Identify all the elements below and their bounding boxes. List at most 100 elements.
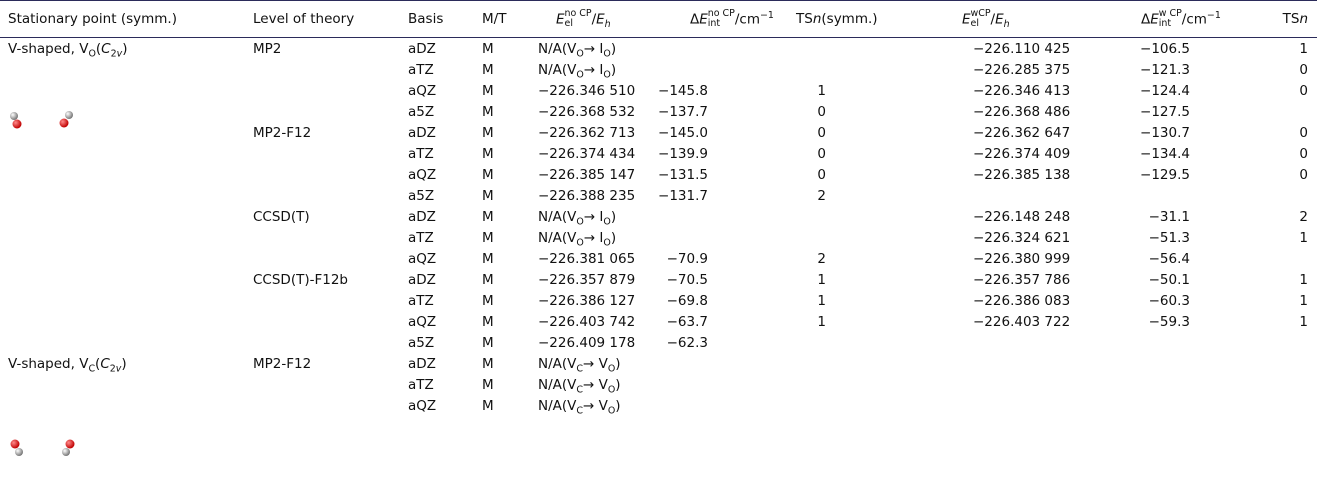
- table-cell: −51.3: [1095, 227, 1225, 248]
- table-cell: [0, 248, 253, 269]
- table-cell: M: [482, 374, 538, 395]
- table-cell: [790, 38, 960, 60]
- table-row: aTZM−226.386 127−69.81−226.386 083−60.31: [0, 290, 1317, 311]
- table-cell: M: [482, 248, 538, 269]
- table-cell: M: [482, 101, 538, 122]
- table-row: a5ZM−226.388 235−131.72: [0, 185, 1317, 206]
- subscript: O: [603, 216, 610, 227]
- table-cell: [1095, 332, 1225, 353]
- table-cell: V-shaped, VC(C2v): [0, 353, 253, 374]
- text-part: → V: [583, 398, 608, 414]
- table-cell: [650, 38, 790, 60]
- table-cell: −226.386 127: [538, 290, 650, 311]
- table-cell: −226.346 510: [538, 80, 650, 101]
- text-part: ): [615, 398, 620, 414]
- table-cell: N/A(VO→ IO): [538, 206, 650, 227]
- table-cell: [0, 164, 253, 185]
- table-cell: a5Z: [408, 185, 482, 206]
- data-table: Stationary point (symm.) Level of theory…: [0, 0, 1317, 416]
- header-cell: ΔEno CPint/cm−1: [650, 1, 790, 38]
- table-cell: [0, 395, 253, 416]
- table-cell: [0, 269, 253, 290]
- text-part: ): [615, 356, 620, 372]
- table-cell: 1: [790, 311, 960, 332]
- table-cell: [0, 143, 253, 164]
- table-cell: M: [482, 122, 538, 143]
- table-cell: [650, 59, 790, 80]
- table-cell: [960, 353, 1095, 374]
- table-cell: −226.324 621: [960, 227, 1095, 248]
- table-cell: N/A(VC→ VO): [538, 395, 650, 416]
- table-cell: M: [482, 143, 538, 164]
- table-row: aQZM−226.381 065−70.92−226.380 999−56.4: [0, 248, 1317, 269]
- table-cell: [0, 290, 253, 311]
- table-row: aQZM−226.385 147−131.50−226.385 138−129.…: [0, 164, 1317, 185]
- text-part: → I: [584, 62, 604, 78]
- table-cell: −124.4: [1095, 80, 1225, 101]
- table-cell: [790, 59, 960, 80]
- table-cell: −62.3: [650, 332, 790, 353]
- table-cell: [1095, 395, 1225, 416]
- table-cell: −127.5: [1095, 101, 1225, 122]
- table-cell: −226.385 138: [960, 164, 1095, 185]
- sub: int: [1159, 19, 1182, 29]
- table-cell: [253, 143, 408, 164]
- table-cell: [960, 185, 1095, 206]
- table-cell: −226.403 742: [538, 311, 650, 332]
- table-cell: M: [482, 353, 538, 374]
- table-cell: [790, 332, 960, 353]
- table-cell: M: [482, 38, 538, 60]
- table-cell: 2: [1225, 206, 1317, 227]
- table-cell: aTZ: [408, 59, 482, 80]
- table-cell: [253, 311, 408, 332]
- table-cell: [253, 290, 408, 311]
- table-cell: [1225, 185, 1317, 206]
- table-cell: N/A(VO→ IO): [538, 38, 650, 60]
- sub: int: [708, 19, 735, 29]
- table-header: Stationary point (symm.) Level of theory…: [0, 1, 1317, 38]
- var: n: [1299, 11, 1308, 27]
- sub: el: [971, 19, 991, 29]
- table-cell: N/A(VO→ IO): [538, 227, 650, 248]
- table-cell: 2: [790, 248, 960, 269]
- table-cell: aDZ: [408, 122, 482, 143]
- table-cell: aTZ: [408, 290, 482, 311]
- table-cell: −70.9: [650, 248, 790, 269]
- text-part: N/A(V: [538, 356, 576, 372]
- table-cell: aQZ: [408, 164, 482, 185]
- table-cell: −226.368 486: [960, 101, 1095, 122]
- table-cell: −69.8: [650, 290, 790, 311]
- table-cell: aDZ: [408, 38, 482, 60]
- table-cell: M: [482, 227, 538, 248]
- table-cell: −106.5: [1095, 38, 1225, 60]
- table-cell: [790, 206, 960, 227]
- table-cell: [1095, 185, 1225, 206]
- text: TS: [1283, 11, 1300, 27]
- table-cell: 1: [1225, 290, 1317, 311]
- table-cell: [253, 395, 408, 416]
- table-row: CCSD(T)-F12baDZM−226.357 879−70.51−226.3…: [0, 269, 1317, 290]
- table-cell: 0: [1225, 122, 1317, 143]
- table-cell: MP2-F12: [253, 122, 408, 143]
- unit-sup: −1: [1207, 10, 1221, 21]
- table-cell: [790, 395, 960, 416]
- subscript: O: [603, 69, 610, 80]
- sub: el: [565, 19, 592, 29]
- table-cell: [253, 164, 408, 185]
- table-cell: −226.362 713: [538, 122, 650, 143]
- table-cell: [0, 185, 253, 206]
- text-part: → I: [584, 41, 604, 57]
- table-cell: [253, 80, 408, 101]
- text-part: N/A(V: [538, 398, 576, 414]
- table-cell: [960, 374, 1095, 395]
- table-cell: [1225, 353, 1317, 374]
- table-cell: 1: [1225, 269, 1317, 290]
- table-row: aTZMN/A(VO→ IO)−226.285 375−121.30: [0, 59, 1317, 80]
- table-cell: −121.3: [1095, 59, 1225, 80]
- table-cell: [0, 206, 253, 227]
- table-cell: M: [482, 164, 538, 185]
- delta: Δ: [1141, 11, 1150, 27]
- delta: Δ: [690, 11, 699, 27]
